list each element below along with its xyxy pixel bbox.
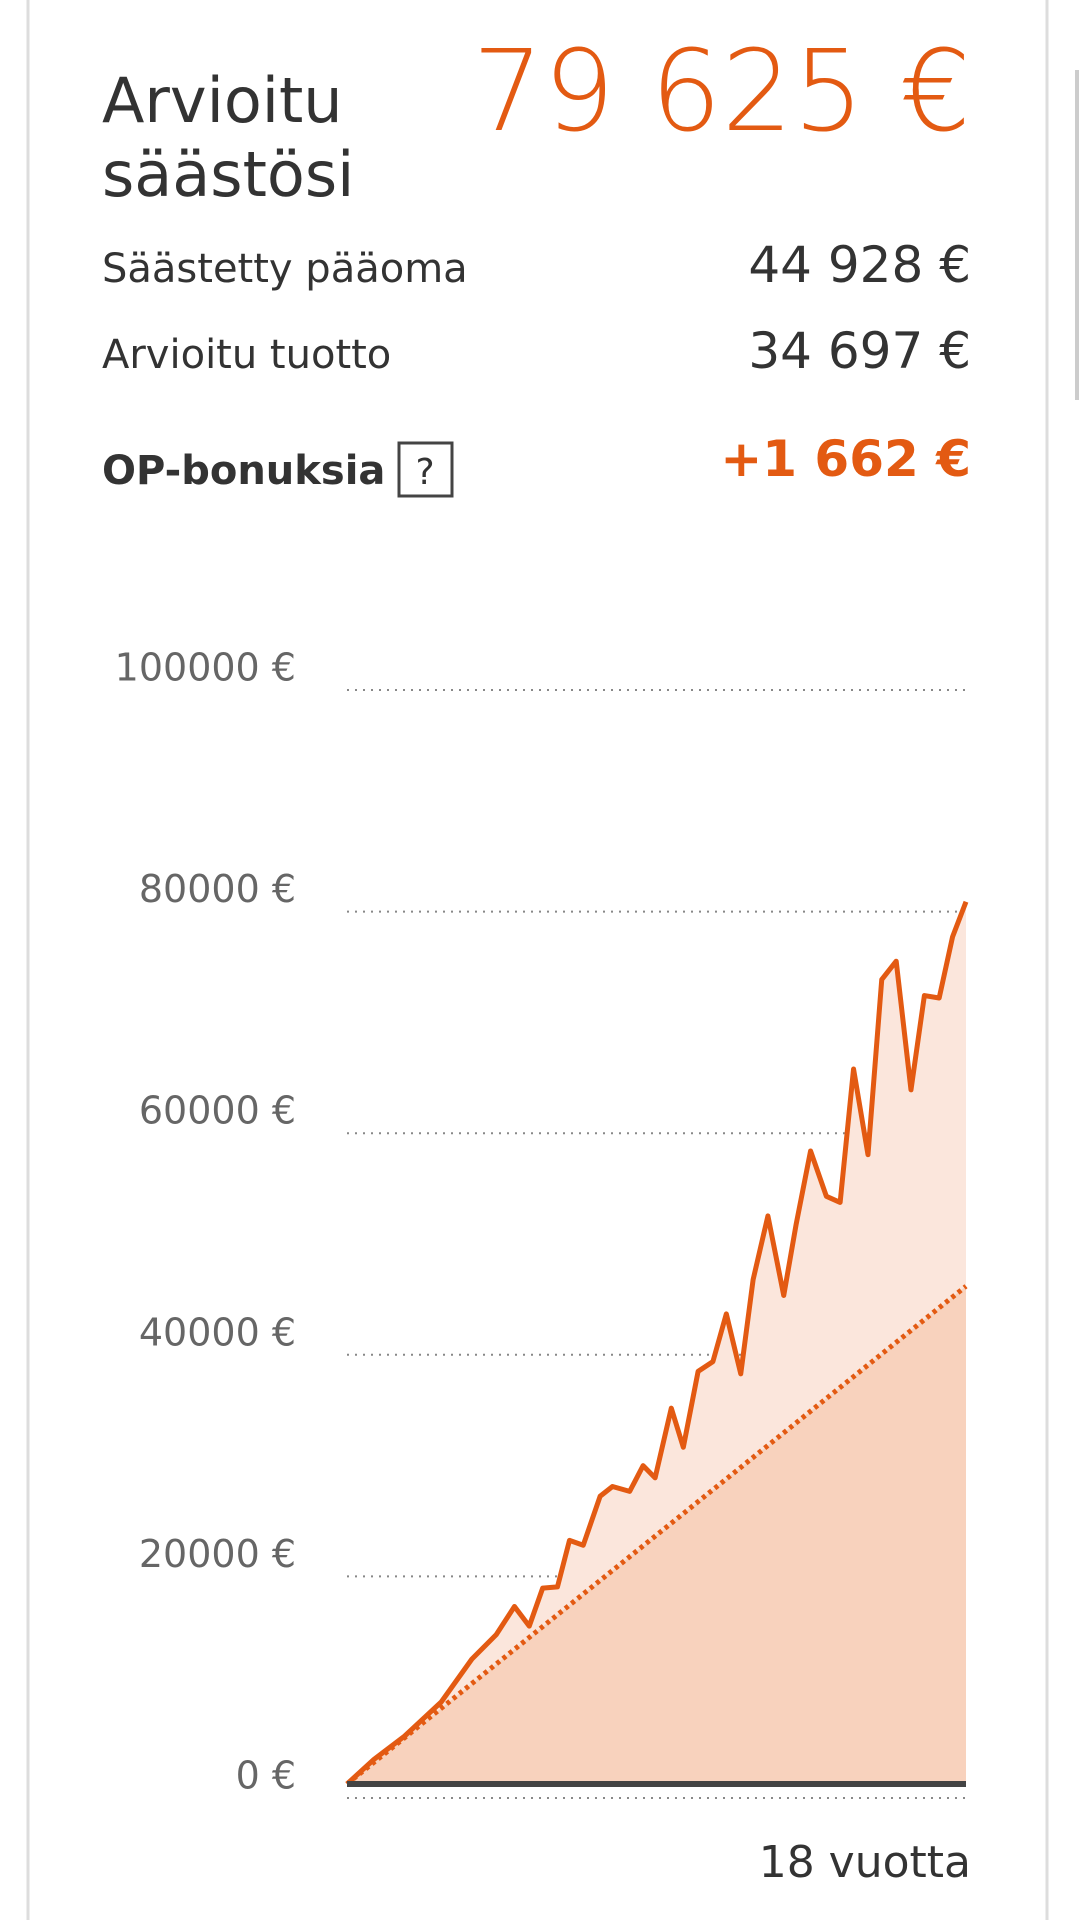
y-tick-label: 20000 €: [139, 1532, 296, 1576]
y-tick-label: 100000 €: [115, 646, 296, 690]
bonus-label: OP-bonuksia: [102, 448, 385, 494]
help-button[interactable]: [397, 441, 454, 498]
x-axis-label: 18 vuotta: [759, 1837, 971, 1888]
y-tick-label: 40000 €: [139, 1310, 296, 1354]
bonus-value: +1 662 €: [720, 430, 971, 488]
row-label: Säästetty pääoma: [102, 246, 468, 292]
title: Arvioitu: [102, 64, 343, 137]
row-value: 44 928 €: [748, 236, 971, 294]
value-line: [345, 900, 969, 1786]
y-tick-label: 60000 €: [139, 1089, 296, 1133]
total: 79 625 €: [472, 27, 971, 157]
row-label: Arvioitu tuotto: [102, 332, 391, 378]
y-tick-label: 0 €: [236, 1754, 296, 1798]
title: säästösi: [102, 138, 354, 211]
row-value: 34 697 €: [748, 322, 971, 380]
help-icon[interactable]: ?: [415, 452, 434, 493]
y-tick-label: 80000 €: [139, 867, 296, 911]
